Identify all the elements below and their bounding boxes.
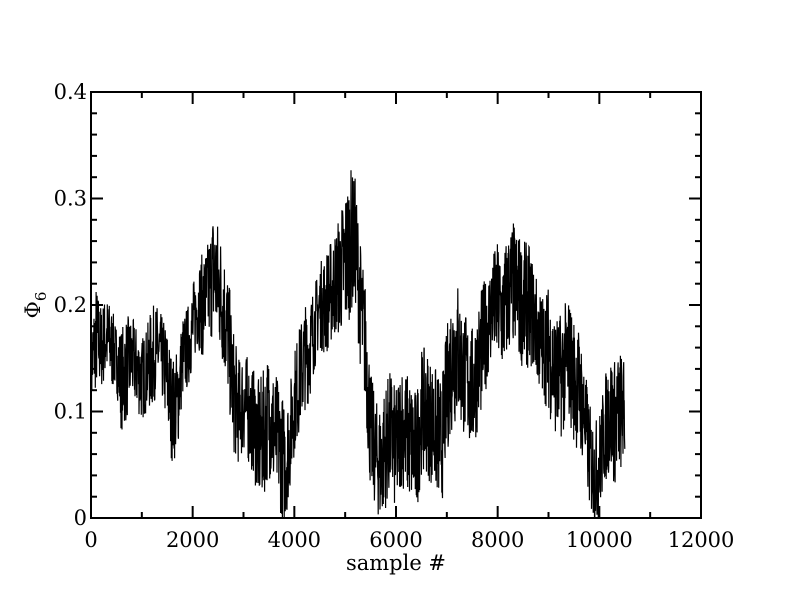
ticks-layer: 0 2000 4000 6000 8000 10000 12000 0 0.1 0.2 0.3 0.4 xyxy=(54,80,735,552)
series-layer xyxy=(90,170,626,519)
x-tick-label: 2000 xyxy=(166,528,219,552)
x-tick-label: 12000 xyxy=(668,528,735,552)
y-axis-symbol: Φ xyxy=(21,301,45,318)
y-axis-subscript: 6 xyxy=(32,292,50,302)
x-tick-label: 6000 xyxy=(369,528,422,552)
x-tick-label: 8000 xyxy=(471,528,524,552)
x-tick-label: 10000 xyxy=(566,528,633,552)
y-axis-label: Φ6 xyxy=(21,292,50,319)
x-axis-label: sample # xyxy=(346,551,446,575)
y-tick-label: 0.3 xyxy=(54,187,87,211)
y-tick-label: 0 xyxy=(74,506,87,530)
y-tick-label: 0.2 xyxy=(54,293,87,317)
y-tick-label: 0.4 xyxy=(54,80,87,104)
series-line xyxy=(90,170,626,519)
x-tick-label: 0 xyxy=(84,528,97,552)
x-tick-label: 4000 xyxy=(268,528,321,552)
y-tick-label: 0.1 xyxy=(54,400,87,424)
